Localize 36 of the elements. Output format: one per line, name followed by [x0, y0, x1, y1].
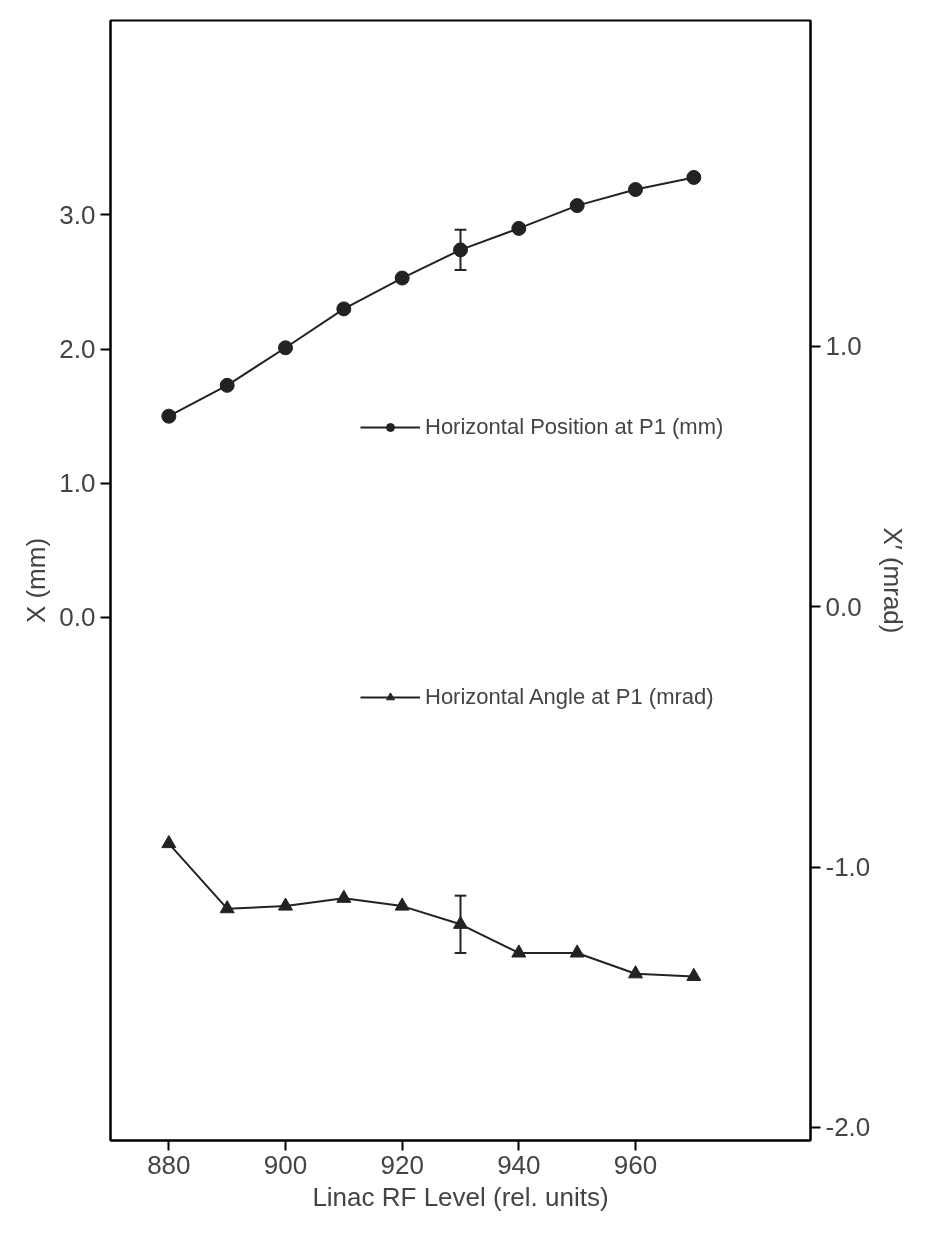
point [628, 182, 643, 197]
point [628, 965, 643, 979]
point [336, 889, 352, 903]
point [394, 897, 410, 911]
point [686, 967, 702, 981]
y-tick-label: 0.0 [59, 602, 96, 633]
point [511, 220, 527, 236]
y2-tick-label: -2.0 [825, 1112, 871, 1143]
y-axis-title: X (mm) [21, 537, 52, 624]
y-tick-label: 1.0 [59, 468, 96, 499]
x-axis-title: Linac RF Level (rel. units) [312, 1181, 609, 1212]
point [569, 944, 585, 958]
point [278, 897, 293, 911]
legend-label: Horizontal Position at P1 (mm) [425, 414, 724, 440]
x-tick-label: 900 [263, 1149, 308, 1180]
point [161, 408, 177, 424]
point [161, 834, 177, 849]
point [511, 944, 527, 958]
y2-tick-label: -1.0 [825, 852, 871, 883]
y-tick-label: 2.0 [59, 334, 96, 365]
point [219, 377, 235, 393]
x-tick-label: 920 [380, 1149, 424, 1180]
x-tick-label: 940 [497, 1149, 541, 1180]
x-tick-label: 880 [147, 1149, 191, 1180]
point [278, 340, 293, 356]
y2-tick-label: 0.0 [825, 591, 862, 622]
y2-tick-label: 1.0 [825, 331, 862, 362]
y-tick-label: 3.0 [59, 199, 96, 230]
point [336, 301, 352, 317]
y2-axis-title: X′ (mrad) [878, 527, 909, 634]
point [219, 900, 235, 914]
legend-label: Horizontal Angle at P1 (mrad) [425, 684, 714, 710]
point [569, 198, 585, 214]
point [686, 169, 702, 185]
point [394, 270, 410, 286]
x-tick-label: 960 [613, 1149, 658, 1180]
